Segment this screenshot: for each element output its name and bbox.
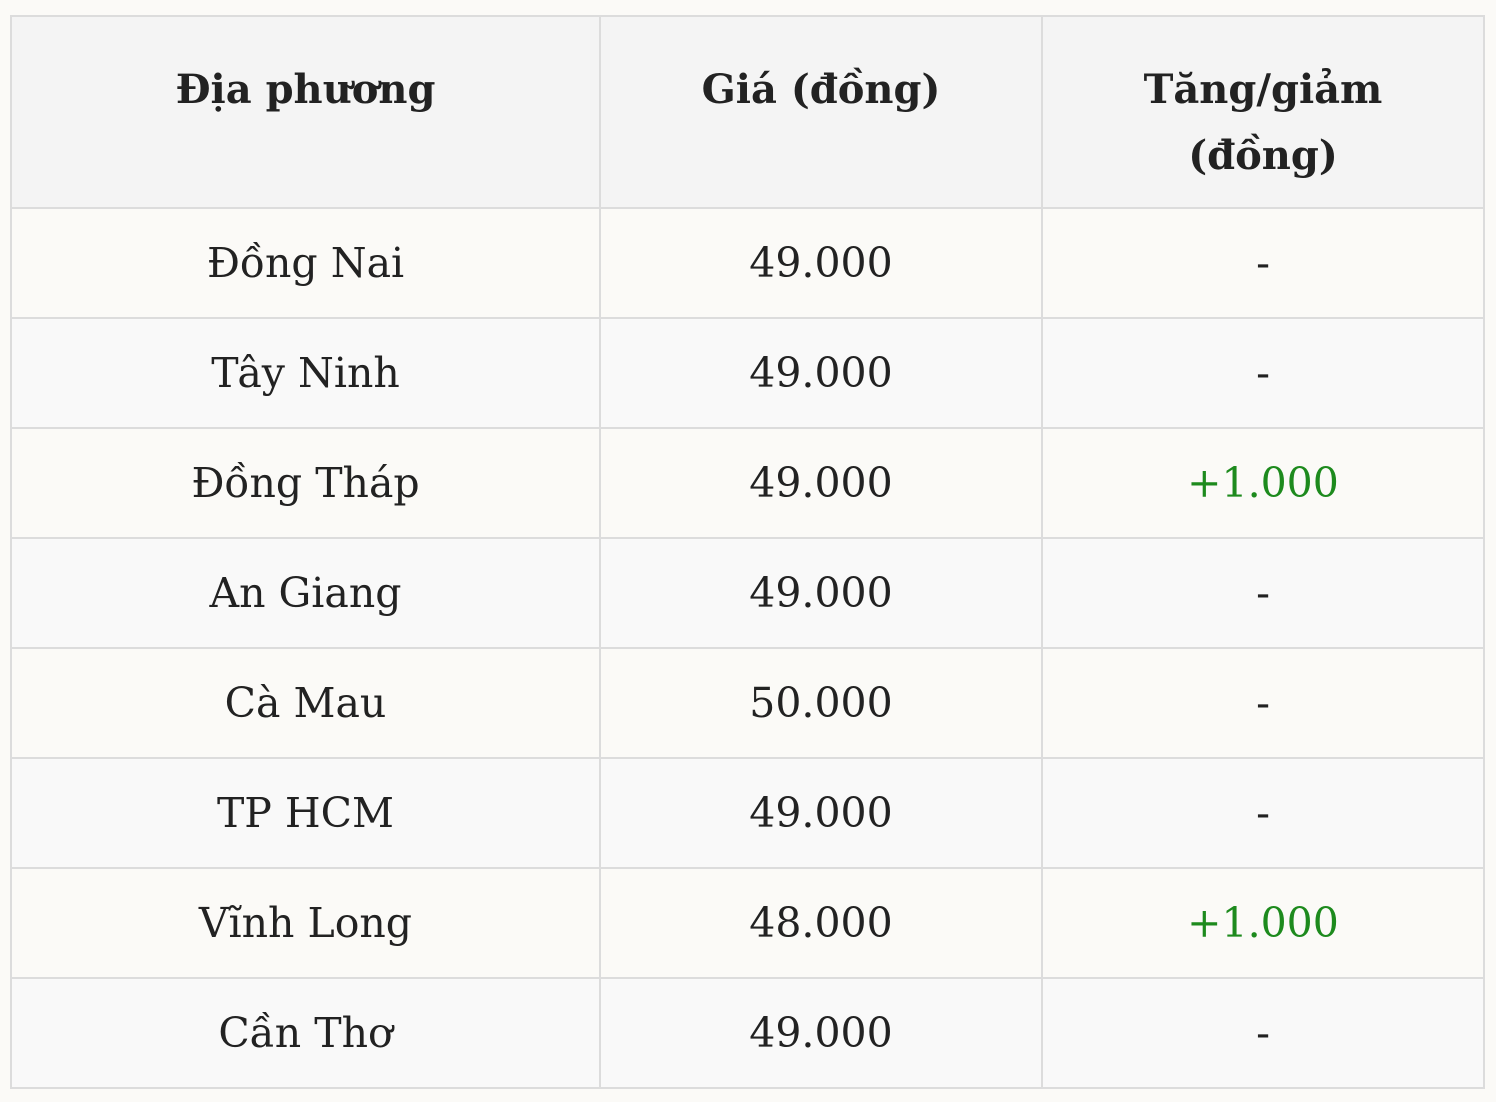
header-price: Giá (đồng) <box>599 15 1043 209</box>
cell-price: 49.000 <box>599 207 1043 319</box>
table-row: Đồng Nai 49.000- <box>10 207 1485 319</box>
header-row: Địa phương Giá (đồng) Tăng/giảm (đồng) <box>10 15 1485 209</box>
cell-change: +1.000 <box>1041 427 1485 539</box>
cell-change: - <box>1041 647 1485 759</box>
price-table: Địa phương Giá (đồng) Tăng/giảm (đồng) Đ… <box>10 15 1485 1089</box>
cell-change: - <box>1041 977 1485 1089</box>
table-row: Vĩnh Long 48.000 +1.000 <box>10 867 1485 979</box>
cell-price: 48.000 <box>599 867 1043 979</box>
cell-location: TP HCM <box>10 757 601 869</box>
table-row: Cần Thơ 49.000- <box>10 977 1485 1089</box>
cell-change: +1.000 <box>1041 867 1485 979</box>
cell-location: Đồng Nai <box>10 207 601 319</box>
cell-location: Tây Ninh <box>10 317 601 429</box>
cell-price: 49.000 <box>599 427 1043 539</box>
cell-change: - <box>1041 537 1485 649</box>
cell-location: Vĩnh Long <box>10 867 601 979</box>
cell-price: 49.000 <box>599 317 1043 429</box>
table-row: TP HCM 49.000- <box>10 757 1485 869</box>
table-row: Cà Mau 50.000- <box>10 647 1485 759</box>
header-change: Tăng/giảm (đồng) <box>1041 15 1485 209</box>
table-row: Tây Ninh 49.000- <box>10 317 1485 429</box>
cell-location: An Giang <box>10 537 601 649</box>
header-location: Địa phương <box>10 15 601 209</box>
table-body: Đồng Nai 49.000- Tây Ninh 49.000- Đồng Tháp 4… <box>10 207 1485 1089</box>
cell-price: 49.000 <box>599 537 1043 649</box>
cell-price: 50.000 <box>599 647 1043 759</box>
cell-change: - <box>1041 757 1485 869</box>
table-row: An Giang 49.000- <box>10 537 1485 649</box>
cell-location: Đồng Tháp <box>10 427 601 539</box>
cell-location: Cần Thơ <box>10 977 601 1089</box>
cell-change: - <box>1041 207 1485 319</box>
cell-change: - <box>1041 317 1485 429</box>
cell-price: 49.000 <box>599 977 1043 1089</box>
cell-location: Cà Mau <box>10 647 601 759</box>
cell-price: 49.000 <box>599 757 1043 869</box>
table-row: Đồng Tháp 49.000 +1.000 <box>10 427 1485 539</box>
